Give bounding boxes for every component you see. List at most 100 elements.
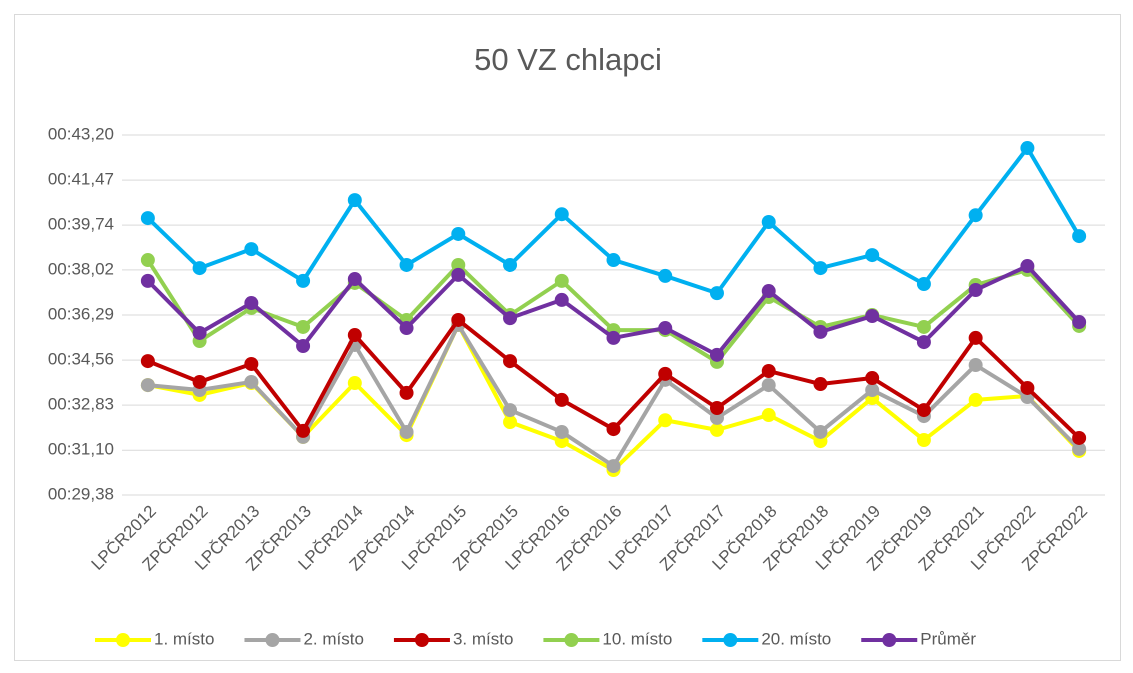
data-point [865, 383, 880, 398]
data-point [1020, 380, 1035, 395]
data-point [347, 328, 362, 343]
data-point [399, 321, 414, 336]
data-point [244, 374, 259, 389]
data-point [451, 226, 466, 241]
legend-label: 1. místo [154, 629, 214, 648]
legend-label: Průměr [920, 629, 976, 648]
legend-label: 20. místo [761, 629, 831, 648]
legend-marker [265, 633, 280, 647]
data-point [606, 422, 621, 437]
y-tick-label: 00:32,83 [48, 395, 114, 414]
data-point [140, 211, 155, 226]
data-point [813, 324, 828, 339]
data-point [709, 347, 724, 362]
data-point [296, 338, 311, 353]
data-point [968, 330, 983, 345]
data-point [347, 193, 362, 208]
data-point [503, 311, 518, 326]
legend-label: 10. místo [602, 629, 672, 648]
data-point [606, 330, 621, 345]
data-point [813, 377, 828, 392]
data-point [451, 312, 466, 327]
data-point [658, 413, 673, 428]
data-point [658, 268, 673, 283]
data-point [503, 415, 518, 430]
data-point [554, 273, 569, 288]
data-point [554, 392, 569, 407]
data-point [968, 392, 983, 407]
data-point [1072, 441, 1087, 456]
data-point [916, 277, 931, 292]
y-tick-label: 00:39,74 [48, 215, 114, 234]
data-point [761, 378, 776, 393]
data-point [451, 257, 466, 272]
y-tick-label: 00:43,20 [48, 124, 114, 143]
y-tick-label: 00:29,38 [48, 484, 114, 503]
data-point [709, 410, 724, 425]
legend-label: 3. místo [453, 629, 513, 648]
data-point [813, 261, 828, 276]
data-point [244, 296, 259, 311]
y-tick-label: 00:41,47 [48, 170, 114, 189]
data-point [968, 282, 983, 297]
data-point [1020, 259, 1035, 274]
data-point [296, 319, 311, 334]
data-point [503, 257, 518, 272]
data-point [140, 354, 155, 369]
data-point [968, 208, 983, 223]
data-point [192, 374, 207, 389]
data-point [347, 375, 362, 390]
data-point [140, 273, 155, 288]
data-point [554, 207, 569, 222]
data-point [709, 286, 724, 301]
data-point [1072, 315, 1087, 330]
y-tick-label: 00:38,02 [48, 259, 114, 278]
data-point [916, 335, 931, 350]
data-point [658, 321, 673, 336]
y-tick-label: 00:34,56 [48, 350, 114, 369]
legend-marker [723, 633, 738, 647]
data-point [865, 371, 880, 386]
data-point [916, 403, 931, 418]
data-point [399, 424, 414, 439]
legend-label: 2. místo [303, 629, 363, 648]
data-point [606, 459, 621, 474]
data-point [296, 423, 311, 438]
data-point [1072, 430, 1087, 445]
data-point [503, 354, 518, 369]
data-point [865, 309, 880, 324]
data-point [399, 257, 414, 272]
data-point [761, 364, 776, 379]
data-point [709, 422, 724, 437]
data-point [192, 325, 207, 340]
data-point [296, 273, 311, 288]
data-point [244, 242, 259, 257]
data-point [761, 284, 776, 299]
data-point [1072, 229, 1087, 244]
y-tick-label: 00:31,10 [48, 440, 114, 459]
data-point [606, 253, 621, 268]
data-point [140, 253, 155, 268]
data-point [347, 272, 362, 287]
data-point [503, 403, 518, 418]
data-point [813, 424, 828, 439]
data-point [192, 261, 207, 276]
data-point [140, 378, 155, 393]
legend-marker [882, 633, 897, 647]
data-point [709, 400, 724, 415]
data-point [554, 424, 569, 439]
data-point [865, 248, 880, 263]
data-point [399, 385, 414, 400]
data-point [244, 356, 259, 371]
legend-marker [116, 633, 130, 647]
data-point [916, 319, 931, 334]
legend-marker [564, 633, 579, 647]
data-point [761, 215, 776, 230]
data-point [761, 408, 776, 423]
data-point [968, 358, 983, 373]
data-point [658, 366, 673, 381]
data-point [916, 433, 931, 448]
data-point [451, 267, 466, 282]
